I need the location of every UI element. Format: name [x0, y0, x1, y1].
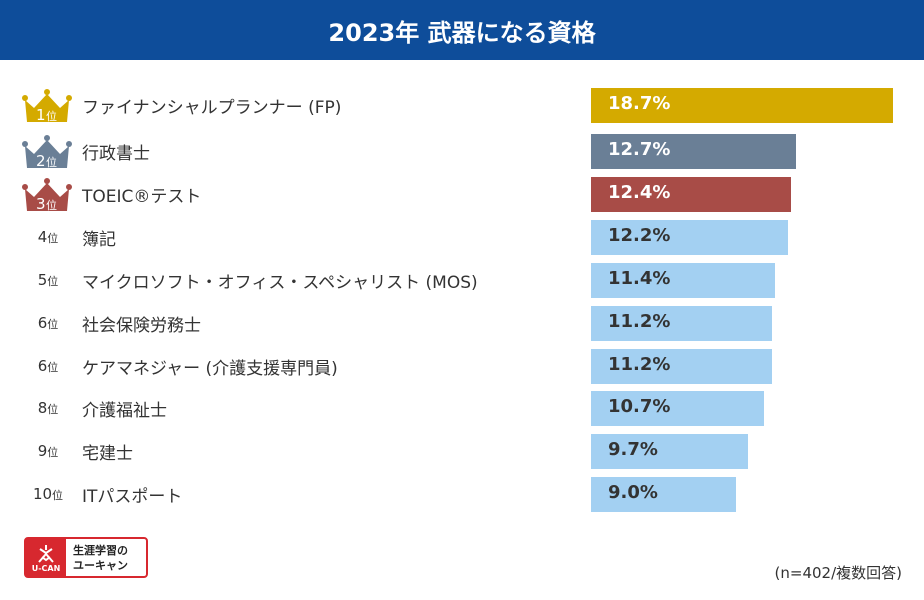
rank-suffix: 位	[47, 318, 59, 331]
ucan-emblem-icon	[38, 545, 54, 563]
chart-row: 10位 ITパスポート 9.0%	[0, 473, 924, 516]
ucan-logo: U-CAN 生涯学習の ユーキャン	[24, 537, 148, 578]
category-label: 行政書士	[82, 144, 150, 164]
bar	[591, 477, 737, 512]
rank-suffix: 位	[46, 109, 57, 123]
value-label: 12.2%	[608, 225, 671, 246]
bar	[591, 263, 776, 298]
bronze-crown-icon: 3 位	[22, 178, 72, 213]
category-label: ファイナンシャルプランナー (FP)	[82, 98, 342, 118]
sample-note: (n=402/複数回答)	[774, 564, 902, 582]
rank-label: 5位	[26, 271, 70, 289]
chart-row: 8位 介護福祉士 10.7%	[0, 387, 924, 430]
value-label: 11.4%	[608, 268, 671, 289]
rank-suffix: 位	[47, 361, 59, 374]
rank-label: 10位	[26, 485, 70, 503]
value-label: 9.0%	[608, 482, 658, 503]
chart-row: 1 位 ファイナンシャルプランナー (FP) 18.7%	[0, 84, 924, 127]
rank-suffix: 位	[52, 489, 64, 502]
bar	[591, 349, 772, 384]
rank-number: 8	[37, 399, 48, 417]
chart-row: 3 位 TOEIC®テスト 12.4%	[0, 173, 924, 216]
category-label: ケアマネジャー (介護支援専門員)	[82, 359, 338, 379]
rank-suffix: 位	[47, 275, 59, 288]
bar	[591, 306, 772, 341]
value-label: 11.2%	[608, 311, 671, 332]
chart-title: 2023年 武器になる資格	[0, 0, 924, 60]
bar	[591, 220, 789, 255]
rank-suffix: 位	[47, 403, 59, 416]
rank-number: 6	[37, 314, 48, 332]
value-label: 9.7%	[608, 439, 658, 460]
category-label: 社会保険労務士	[82, 316, 201, 336]
rank-number: 2	[36, 152, 46, 170]
rank-number: 3	[36, 195, 46, 213]
rank-number: 10	[32, 485, 53, 503]
rank-label: 4位	[26, 228, 70, 246]
rank-number: 1	[36, 106, 46, 124]
chart-row: 5位 マイクロソフト・オフィス・スペシャリスト (MOS) 11.4%	[0, 259, 924, 302]
gold-crown-icon: 1 位	[22, 89, 72, 124]
ucan-logo-line1: 生涯学習の	[73, 544, 128, 557]
chart-row: 4位 簿記 12.2%	[0, 216, 924, 259]
bar	[591, 88, 893, 123]
value-label: 18.7%	[608, 93, 671, 114]
rank-label: 8位	[26, 399, 70, 417]
ucan-logo-line2: ユーキャン	[73, 559, 128, 572]
rank-number: 4	[37, 228, 48, 246]
value-label: 10.7%	[608, 396, 671, 417]
rank-label: 6位	[26, 314, 70, 332]
rank-suffix: 位	[47, 232, 59, 245]
bar	[591, 134, 797, 169]
rank-number: 6	[37, 357, 48, 375]
value-label: 12.4%	[608, 182, 671, 203]
bar	[591, 434, 748, 469]
rank-number: 5	[37, 271, 48, 289]
rank-label: 9位	[26, 442, 70, 460]
category-label: TOEIC®テスト	[82, 187, 202, 207]
rank-label: 6位	[26, 357, 70, 375]
chart-row: 2 位 行政書士 12.7%	[0, 130, 924, 173]
chart-row: 6位 社会保険労務士 11.2%	[0, 302, 924, 345]
category-label: 簿記	[82, 230, 116, 250]
rank-suffix: 位	[47, 446, 59, 459]
silver-crown-icon: 2 位	[22, 135, 72, 170]
value-label: 11.2%	[608, 354, 671, 375]
bar	[591, 177, 792, 212]
category-label: 宅建士	[82, 444, 133, 464]
category-label: 介護福祉士	[82, 401, 167, 421]
bar	[591, 391, 764, 426]
rank-suffix: 位	[46, 198, 57, 212]
category-label: マイクロソフト・オフィス・スペシャリスト (MOS)	[82, 273, 478, 293]
chart-row: 9位 宅建士 9.7%	[0, 430, 924, 473]
rank-number: 9	[37, 442, 48, 460]
chart-row: 6位 ケアマネジャー (介護支援専門員) 11.2%	[0, 345, 924, 388]
ucan-logo-mark: U-CAN	[26, 539, 66, 576]
value-label: 12.7%	[608, 139, 671, 160]
category-label: ITパスポート	[82, 487, 183, 507]
ucan-logo-text: U-CAN	[31, 564, 61, 573]
rank-suffix: 位	[46, 155, 57, 169]
